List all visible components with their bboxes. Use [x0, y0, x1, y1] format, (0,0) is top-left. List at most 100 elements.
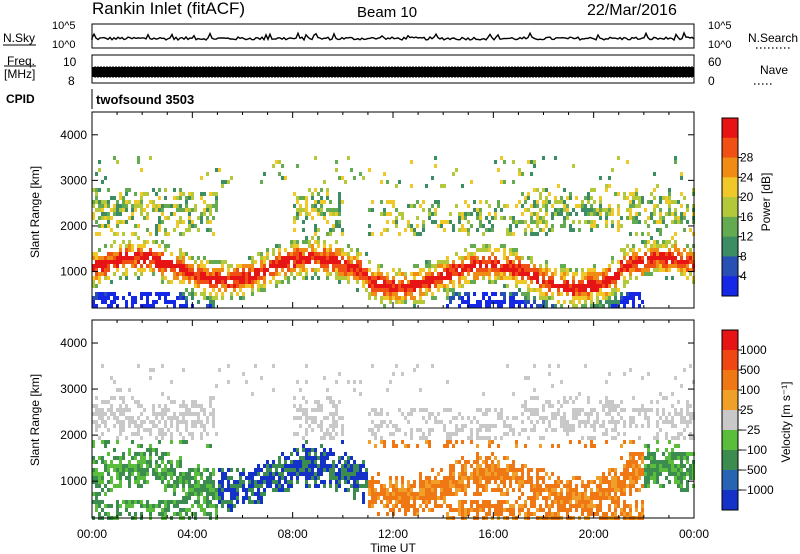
heatmap-cell — [221, 484, 224, 488]
heatmap-cell — [476, 452, 479, 456]
heatmap-cell — [113, 416, 116, 420]
heatmap-cell — [200, 216, 203, 220]
heatmap-cell — [293, 248, 296, 252]
heatmap-cell — [134, 480, 137, 484]
heatmap-cell — [629, 420, 632, 424]
heatmap-cell — [476, 208, 479, 212]
heatmap-cell — [524, 272, 527, 276]
heatmap-cell — [485, 512, 488, 516]
heatmap-cell — [335, 412, 338, 416]
heatmap-cell — [113, 256, 116, 260]
heatmap-cell — [455, 272, 458, 276]
heatmap-cell — [629, 216, 632, 220]
heatmap-cell — [296, 448, 299, 452]
heatmap-cell — [239, 272, 242, 276]
heatmap-cell — [284, 248, 287, 252]
heatmap-cell — [137, 468, 140, 472]
heatmap-cell — [512, 160, 515, 164]
heatmap-cell — [524, 304, 527, 308]
heatmap-cell — [98, 224, 101, 228]
heatmap-cell — [524, 500, 527, 504]
heatmap-cell — [500, 416, 503, 420]
y-tick-label: 2000 — [60, 219, 87, 233]
heatmap-cell — [458, 460, 461, 464]
heatmap-cell — [446, 504, 449, 508]
heatmap-cell — [362, 492, 365, 496]
heatmap-cell — [491, 228, 494, 232]
heatmap-cell — [674, 376, 677, 380]
heatmap-cell — [611, 500, 614, 504]
heatmap-cell — [671, 456, 674, 460]
heatmap-cell — [209, 512, 212, 516]
heatmap-cell — [302, 472, 305, 476]
heatmap-cell — [119, 424, 122, 428]
heatmap-cell — [593, 304, 596, 308]
heatmap-cell — [584, 304, 587, 308]
heatmap-cell — [269, 260, 272, 264]
heatmap-cell — [338, 248, 341, 252]
heatmap-cell — [485, 488, 488, 492]
heatmap-cell — [215, 168, 218, 172]
heatmap-cell — [317, 472, 320, 476]
heatmap-cell — [626, 264, 629, 268]
heatmap-cell — [305, 216, 308, 220]
heatmap-cell — [479, 472, 482, 476]
heatmap-cell — [482, 392, 485, 396]
heatmap-cell — [623, 480, 626, 484]
heatmap-cell — [170, 300, 173, 304]
heatmap-cell — [509, 424, 512, 428]
heatmap-cell — [95, 500, 98, 504]
heatmap-cell — [284, 272, 287, 276]
heatmap-cell — [668, 208, 671, 212]
heatmap-cell — [161, 264, 164, 268]
heatmap-cell — [368, 276, 371, 280]
heatmap-cell — [326, 416, 329, 420]
heatmap-cell — [317, 252, 320, 256]
heatmap-cell — [641, 196, 644, 200]
heatmap-cell — [689, 260, 692, 264]
heatmap-cell — [203, 200, 206, 204]
heatmap-cell — [209, 396, 212, 400]
heatmap-cell — [299, 264, 302, 268]
heatmap-cell — [662, 468, 665, 472]
heatmap-cell — [671, 468, 674, 472]
heatmap-cell — [101, 456, 104, 460]
heatmap-cell — [362, 284, 365, 288]
heatmap-cell — [371, 408, 374, 412]
heatmap-cell — [614, 272, 617, 276]
heatmap-cell — [323, 452, 326, 456]
heatmap-cell — [311, 236, 314, 240]
heatmap-cell — [332, 260, 335, 264]
heatmap-cell — [527, 224, 530, 228]
power-heatmap-cells — [92, 156, 695, 308]
heatmap-cell — [227, 484, 230, 488]
heatmap-cell — [674, 212, 677, 216]
heatmap-cell — [428, 432, 431, 436]
heatmap-cell — [479, 468, 482, 472]
heatmap-cell — [185, 480, 188, 484]
heatmap-cell — [674, 436, 677, 440]
heatmap-cell — [470, 476, 473, 480]
heatmap-cell — [170, 432, 173, 436]
heatmap-cell — [593, 444, 596, 448]
heatmap-cell — [119, 464, 122, 468]
heatmap-cell — [200, 476, 203, 480]
heatmap-cell — [458, 212, 461, 216]
heatmap-cell — [521, 212, 524, 216]
heatmap-cell — [413, 276, 416, 280]
heatmap-cell — [329, 448, 332, 452]
heatmap-cell — [152, 256, 155, 260]
heatmap-cell — [626, 460, 629, 464]
heatmap-cell — [587, 484, 590, 488]
heatmap-cell — [359, 472, 362, 476]
heatmap-cell — [125, 436, 128, 440]
heatmap-cell — [587, 480, 590, 484]
heatmap-cell — [578, 500, 581, 504]
heatmap-cell — [464, 424, 467, 428]
heatmap-cell — [116, 504, 119, 508]
heatmap-cell — [623, 476, 626, 480]
heatmap-cell — [332, 416, 335, 420]
heatmap-cell — [167, 428, 170, 432]
heatmap-cell — [440, 468, 443, 472]
heatmap-cell — [95, 232, 98, 236]
